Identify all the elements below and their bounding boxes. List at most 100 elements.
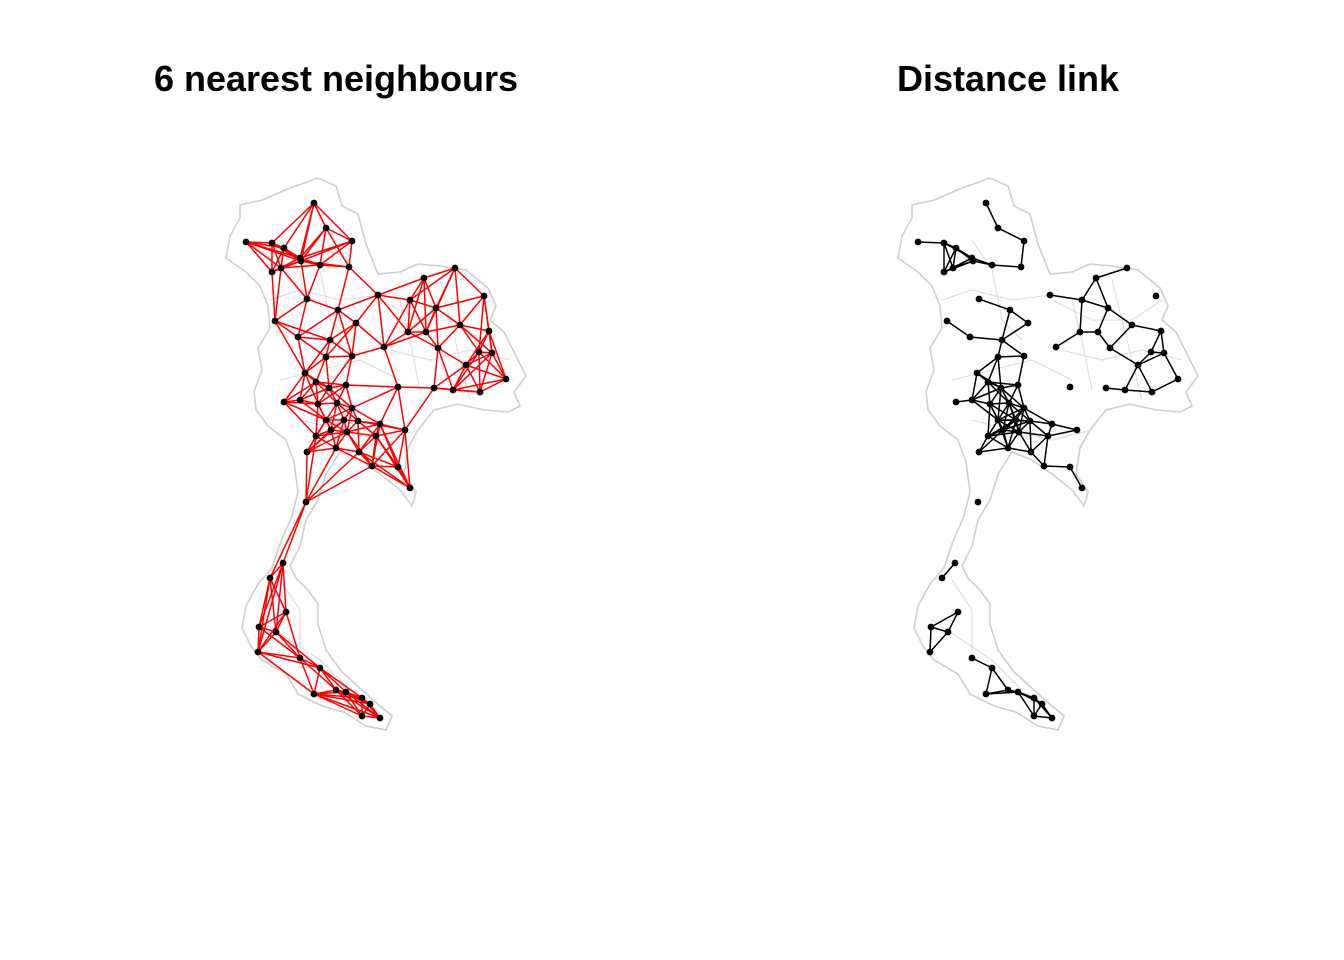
province-boundary [279, 359, 401, 381]
distance-map [897, 177, 1199, 731]
neighbour-link [345, 384, 399, 388]
centroid-point [449, 386, 457, 394]
neighbour-link [305, 451, 308, 503]
centroid-point [333, 399, 341, 407]
neighbour-link [300, 260, 308, 300]
neighbour-link [245, 241, 273, 273]
centroid-point [280, 244, 288, 252]
centroid-point [312, 378, 320, 386]
neighbour-link [433, 364, 467, 389]
centroid-point [374, 291, 382, 299]
neighbour-link [488, 330, 507, 380]
centroid-point [451, 264, 459, 272]
centroid-point [968, 254, 976, 262]
centroid-point [914, 238, 922, 246]
centroid-point [1134, 361, 1142, 369]
neighbour-link [1124, 364, 1139, 391]
centroid-point [303, 295, 311, 303]
centroid-point [332, 686, 340, 694]
neighbour-link [282, 562, 287, 613]
centroid-point [271, 317, 279, 325]
neighbour-link [1051, 423, 1078, 431]
neighbour-link [1029, 420, 1032, 453]
neighbour-link [304, 339, 331, 374]
neighbour-link [459, 324, 490, 332]
centroid-point [348, 237, 356, 245]
neighbour-link [346, 431, 377, 437]
neighbour-link [257, 562, 284, 653]
neighbour-link [283, 401, 327, 421]
centroid-point [1004, 444, 1012, 452]
neighbour-link [375, 435, 411, 489]
neighbour-link [282, 501, 307, 564]
centroid-point [944, 628, 952, 636]
neighbour-link [1029, 420, 1049, 437]
neighbour-link [335, 689, 363, 717]
neighbour-link [258, 562, 284, 628]
neighbour-link [987, 435, 1009, 449]
centroid-point [279, 559, 287, 567]
centroid-point [343, 428, 351, 436]
neighbour-link [943, 242, 954, 269]
centroid-point [1014, 381, 1022, 389]
centroid-point [940, 239, 948, 247]
country-outline [225, 177, 527, 731]
neighbour-link [297, 298, 308, 338]
neighbour-link [345, 384, 353, 409]
centroid-point [938, 574, 946, 582]
neighbour-link [358, 451, 399, 468]
neighbour-link [297, 336, 327, 358]
neighbour-link [1107, 307, 1133, 326]
neighbour-link [379, 423, 411, 489]
neighbour-link [452, 389, 481, 393]
neighbour-link [404, 429, 411, 489]
centroid-point [380, 343, 388, 351]
neighbour-link [409, 267, 456, 301]
centroid-point [1004, 686, 1012, 694]
centroid-point [1148, 388, 1156, 396]
neighbour-link [971, 399, 999, 421]
centroid-point [1048, 714, 1056, 722]
neighbour-link [337, 266, 350, 311]
neighbour-link [971, 372, 978, 401]
centroid-point [1123, 264, 1131, 272]
centroid-point [342, 688, 350, 696]
centroid-point [406, 484, 414, 492]
centroid-point [1076, 328, 1084, 336]
neighbour-link [377, 294, 385, 348]
neighbour-link [346, 423, 381, 433]
neighbour-link [978, 298, 1011, 311]
neighbour-link [335, 689, 381, 719]
centroid-point [994, 353, 1002, 361]
centroid-point [1020, 352, 1028, 360]
neighbour-link [987, 381, 1019, 386]
neighbour-link [1017, 384, 1025, 409]
centroid-point [994, 224, 1002, 232]
neighbour-link [325, 322, 357, 358]
centroid-point [984, 432, 992, 440]
centroid-point [332, 444, 340, 452]
neighbour-link [1095, 267, 1128, 279]
neighbour-link [435, 295, 485, 309]
neighbour-link [335, 447, 360, 453]
centroid-point [485, 327, 493, 335]
centroid-point [312, 432, 320, 440]
neighbour-link [245, 241, 282, 269]
neighbour-link [269, 501, 307, 579]
neighbour-link [315, 356, 327, 383]
neighbour-link [297, 336, 331, 341]
neighbour-link [407, 331, 439, 349]
centroid-point [940, 268, 948, 276]
neighbour-link [437, 347, 454, 391]
centroid-point [322, 353, 330, 361]
neighbour-link [328, 355, 353, 389]
knn-map [225, 177, 527, 731]
neighbour-link [1018, 431, 1032, 453]
centroid-point [984, 378, 992, 386]
neighbour-link [371, 429, 406, 467]
neighbour-link [306, 419, 345, 453]
neighbour-link [305, 435, 317, 503]
neighbour-link [313, 667, 321, 695]
province-boundary [279, 579, 301, 650]
neighbour-link [407, 307, 437, 333]
